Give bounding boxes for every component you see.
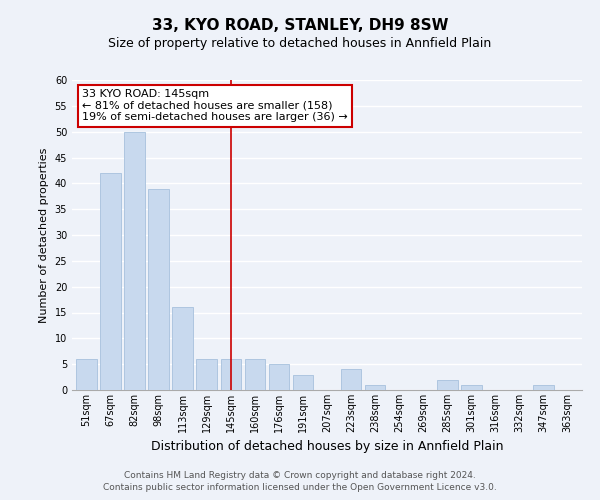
Bar [461, 385, 482, 390]
Bar [124, 132, 145, 390]
Y-axis label: Number of detached properties: Number of detached properties [39, 148, 49, 322]
Bar [341, 370, 361, 390]
Bar [245, 359, 265, 390]
Bar [221, 359, 241, 390]
Text: Contains HM Land Registry data © Crown copyright and database right 2024.: Contains HM Land Registry data © Crown c… [124, 471, 476, 480]
Text: 33, KYO ROAD, STANLEY, DH9 8SW: 33, KYO ROAD, STANLEY, DH9 8SW [152, 18, 448, 32]
Bar [148, 188, 169, 390]
Bar [100, 173, 121, 390]
Bar [365, 385, 385, 390]
Text: Size of property relative to detached houses in Annfield Plain: Size of property relative to detached ho… [109, 38, 491, 51]
Bar [172, 308, 193, 390]
Bar [76, 359, 97, 390]
Bar [533, 385, 554, 390]
Bar [269, 364, 289, 390]
Bar [437, 380, 458, 390]
Text: Contains public sector information licensed under the Open Government Licence v3: Contains public sector information licen… [103, 484, 497, 492]
X-axis label: Distribution of detached houses by size in Annfield Plain: Distribution of detached houses by size … [151, 440, 503, 454]
Bar [293, 374, 313, 390]
Text: 33 KYO ROAD: 145sqm
← 81% of detached houses are smaller (158)
19% of semi-detac: 33 KYO ROAD: 145sqm ← 81% of detached ho… [82, 90, 348, 122]
Bar [196, 359, 217, 390]
